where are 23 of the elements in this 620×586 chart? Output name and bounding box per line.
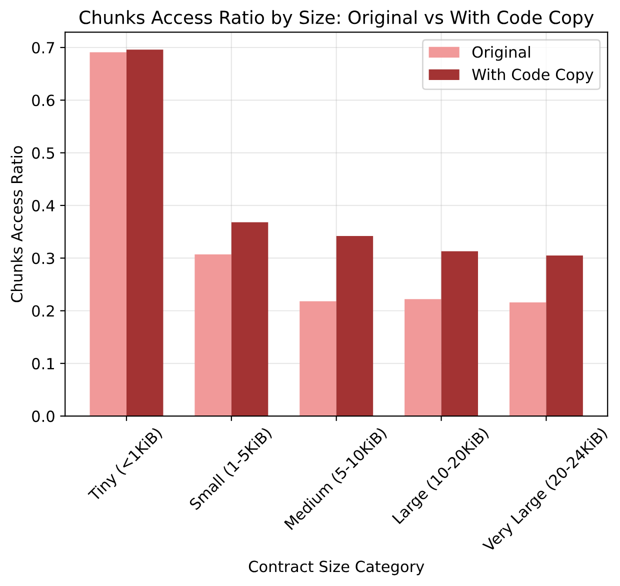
bar xyxy=(126,50,164,416)
bar xyxy=(194,254,232,416)
bar xyxy=(441,251,478,416)
bar xyxy=(509,302,546,416)
y-tick-label: 0.5 xyxy=(32,147,54,159)
bar xyxy=(300,301,336,416)
y-tick-label: 0.2 xyxy=(32,305,54,317)
y-tick-label: 0.6 xyxy=(32,94,54,106)
y-tick-label: 0.4 xyxy=(32,200,55,212)
bar xyxy=(231,222,268,416)
legend-label: With Code Copy xyxy=(472,68,594,84)
bar xyxy=(404,299,442,416)
bar xyxy=(546,255,583,416)
y-tick-label: 0.0 xyxy=(32,410,54,422)
y-axis-title: Chunks Access Ratio xyxy=(10,146,23,302)
chart-title: Chunks Access Ratio by Size: Original vs With Code Copy xyxy=(80,10,594,28)
legend-label: Original xyxy=(472,46,530,61)
y-tick-label: 0.3 xyxy=(32,252,54,264)
y-tick-label: 0.7 xyxy=(32,42,54,54)
bar xyxy=(336,236,374,416)
x-axis-title: Contract Size Category xyxy=(248,560,424,576)
y-tick-label: 0.1 xyxy=(32,358,54,370)
bar xyxy=(90,52,126,416)
